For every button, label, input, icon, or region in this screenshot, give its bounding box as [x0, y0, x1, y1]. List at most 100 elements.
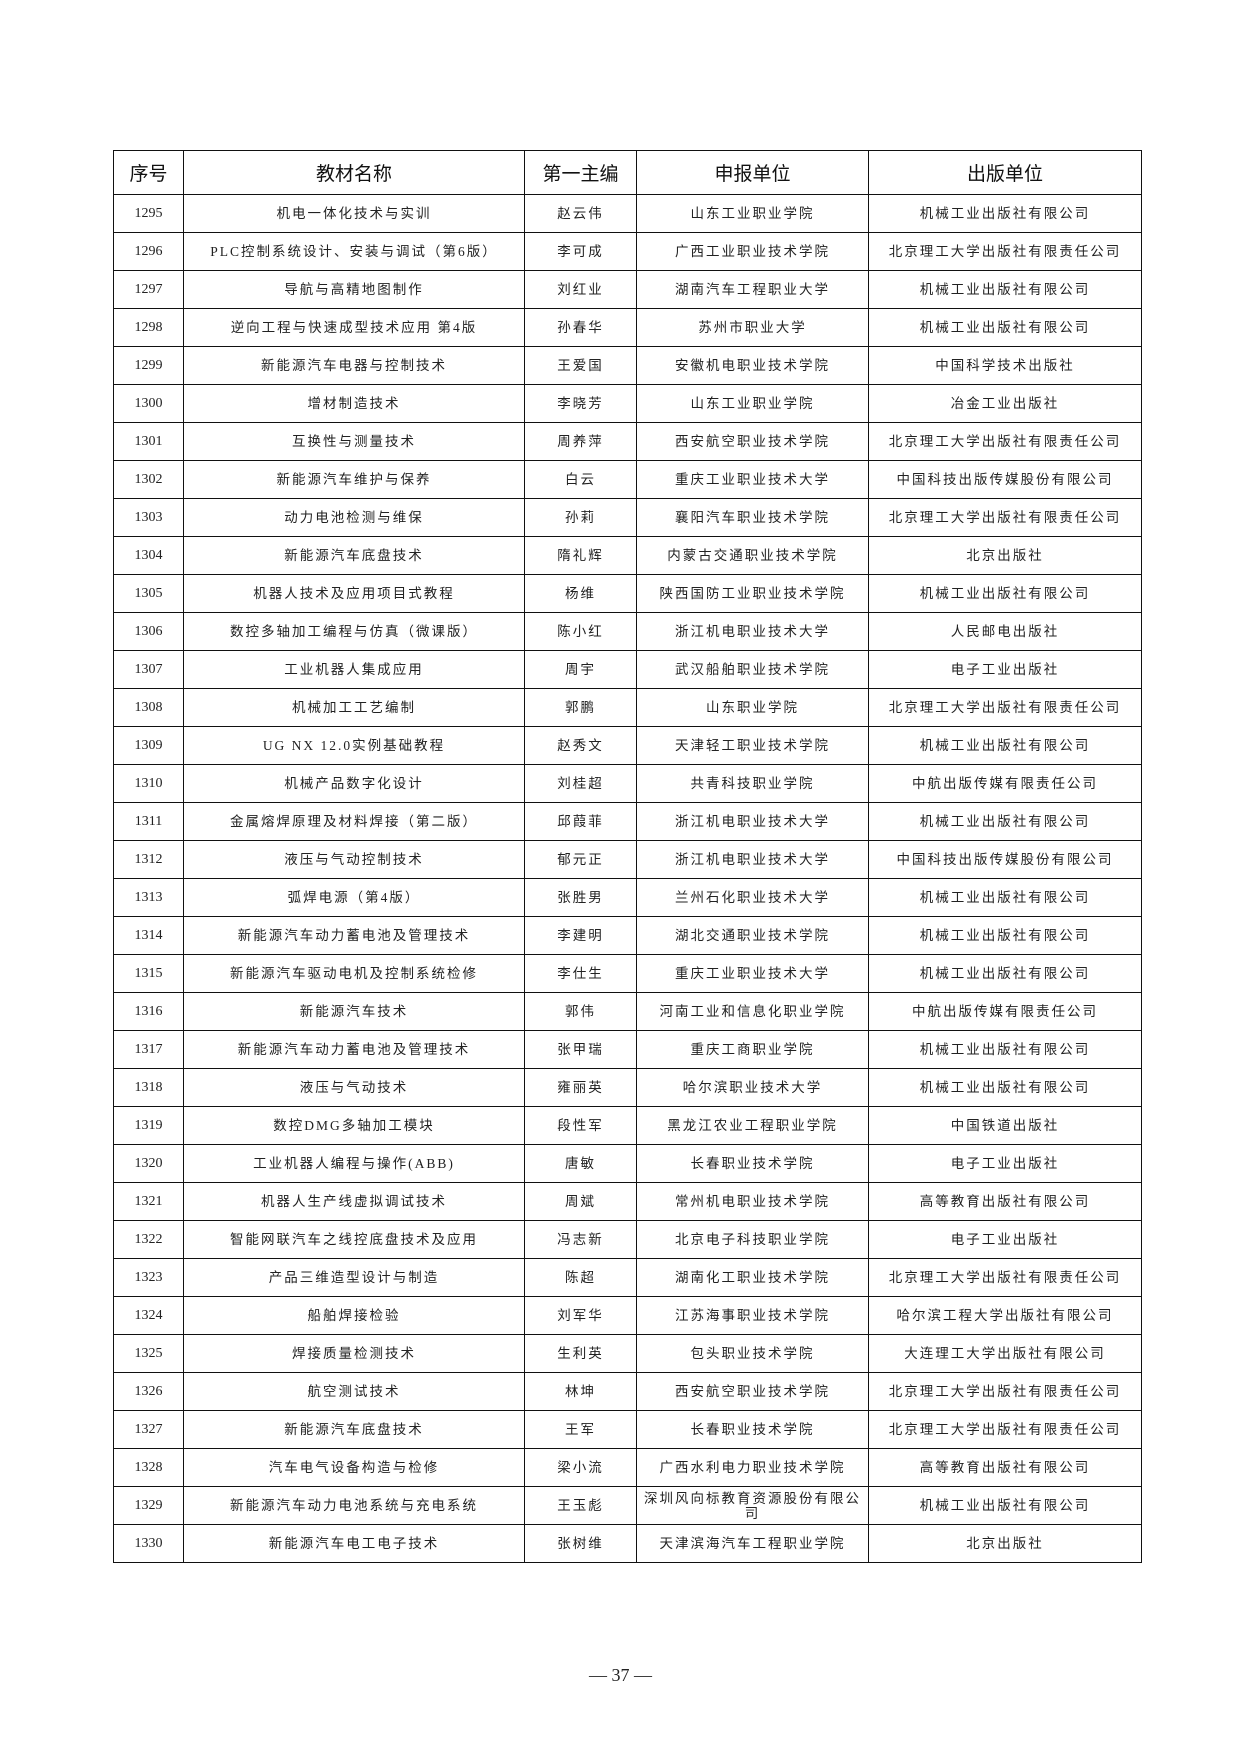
cell-title: 新能源汽车电器与控制技术: [183, 346, 525, 385]
cell-publisher: 北京出版社: [868, 536, 1142, 575]
cell-applicant: 陕西国防工业职业技术学院: [636, 574, 869, 613]
cell-applicant: 重庆工业职业技术大学: [636, 954, 869, 993]
cell-editor: 张树维: [524, 1524, 637, 1563]
table-row: 1317 新能源汽车动力蓄电池及管理技术 张甲瑞 重庆工商职业学院 机械工业出版社有限公…: [113, 1030, 1142, 1069]
textbook-table: 序号 教材名称 第一主编 申报单位 出版单位 1295 机电一体化技术与实训 赵云伟…: [113, 150, 1142, 1563]
cell-publisher: 北京理工大学出版社有限责任公司: [868, 498, 1142, 537]
cell-seq: 1329: [113, 1486, 184, 1525]
cell-publisher: 北京理工大学出版社有限责任公司: [868, 1258, 1142, 1297]
cell-seq: 1330: [113, 1524, 184, 1563]
table-header-row: 序号 教材名称 第一主编 申报单位 出版单位: [113, 150, 1142, 195]
table-row: 1319 数控DMG多轴加工模块 段性军 黑龙江农业工程职业学院 中国铁道出版社: [113, 1106, 1142, 1145]
cell-seq: 1307: [113, 650, 184, 689]
cell-seq: 1327: [113, 1410, 184, 1449]
cell-editor: 周斌: [524, 1182, 637, 1221]
cell-seq: 1298: [113, 308, 184, 347]
cell-applicant: 黑龙江农业工程职业学院: [636, 1106, 869, 1145]
cell-editor: 生利英: [524, 1334, 637, 1373]
cell-editor: 孙春华: [524, 308, 637, 347]
cell-publisher: 电子工业出版社: [868, 650, 1142, 689]
cell-title: PLC控制系统设计、安装与调试（第6版）: [183, 232, 525, 271]
cell-applicant: 武汉船舶职业技术学院: [636, 650, 869, 689]
page-number: — 37 —: [589, 1665, 652, 1685]
cell-seq: 1296: [113, 232, 184, 271]
cell-title: 新能源汽车动力蓄电池及管理技术: [183, 1030, 525, 1069]
cell-seq: 1295: [113, 194, 184, 233]
table-row: 1298 逆向工程与快速成型技术应用 第4版 孙春华 苏州市职业大学 机械工业出版社有限…: [113, 308, 1142, 347]
cell-title: 机械加工工艺编制: [183, 688, 525, 727]
cell-publisher: 机械工业出版社有限公司: [868, 194, 1142, 233]
cell-seq: 1310: [113, 764, 184, 803]
table-row: 1304 新能源汽车底盘技术 隋礼辉 内蒙古交通职业技术学院 北京出版社: [113, 536, 1142, 575]
cell-seq: 1326: [113, 1372, 184, 1411]
cell-publisher: 北京出版社: [868, 1524, 1142, 1563]
cell-title: UG NX 12.0实例基础教程: [183, 726, 525, 765]
cell-editor: 梁小流: [524, 1448, 637, 1487]
cell-seq: 1309: [113, 726, 184, 765]
cell-applicant: 天津轻工职业技术学院: [636, 726, 869, 765]
cell-applicant: 北京电子科技职业学院: [636, 1220, 869, 1259]
cell-editor: 刘红业: [524, 270, 637, 309]
cell-publisher: 高等教育出版社有限公司: [868, 1182, 1142, 1221]
cell-title: 新能源汽车底盘技术: [183, 536, 525, 575]
cell-applicant: 广西水利电力职业技术学院: [636, 1448, 869, 1487]
cell-title: 机电一体化技术与实训: [183, 194, 525, 233]
cell-title: 数控DMG多轴加工模块: [183, 1106, 525, 1145]
cell-editor: 李仕生: [524, 954, 637, 993]
table-row: 1316 新能源汽车技术 郭伟 河南工业和信息化职业学院 中航出版传媒有限责任公司: [113, 992, 1142, 1031]
cell-seq: 1325: [113, 1334, 184, 1373]
table-row: 1311 金属熔焊原理及材料焊接（第二版） 邱葭菲 浙江机电职业技术大学 机械工业出版社…: [113, 802, 1142, 841]
cell-seq: 1315: [113, 954, 184, 993]
cell-title: 产品三维造型设计与制造: [183, 1258, 525, 1297]
table-row: 1305 机器人技术及应用项目式教程 杨维 陕西国防工业职业技术学院 机械工业出版社有限…: [113, 574, 1142, 613]
cell-title: 导航与高精地图制作: [183, 270, 525, 309]
table-row: 1315 新能源汽车驱动电机及控制系统检修 李仕生 重庆工业职业技术大学 机械工业出版社…: [113, 954, 1142, 993]
cell-title: 新能源汽车电工电子技术: [183, 1524, 525, 1563]
cell-applicant: 湖南化工职业技术学院: [636, 1258, 869, 1297]
cell-seq: 1305: [113, 574, 184, 613]
cell-editor: 张胜男: [524, 878, 637, 917]
cell-editor: 郁元正: [524, 840, 637, 879]
cell-seq: 1312: [113, 840, 184, 879]
cell-applicant: 兰州石化职业技术大学: [636, 878, 869, 917]
table-row: 1322 智能网联汽车之线控底盘技术及应用 冯志新 北京电子科技职业学院 电子工业出版社: [113, 1220, 1142, 1259]
cell-applicant: 河南工业和信息化职业学院: [636, 992, 869, 1031]
cell-publisher: 机械工业出版社有限公司: [868, 878, 1142, 917]
cell-seq: 1300: [113, 384, 184, 423]
cell-editor: 冯志新: [524, 1220, 637, 1259]
cell-seq: 1318: [113, 1068, 184, 1107]
cell-title: 新能源汽车底盘技术: [183, 1410, 525, 1449]
table-row: 1310 机械产品数字化设计 刘桂超 共青科技职业学院 中航出版传媒有限责任公司: [113, 764, 1142, 803]
table-row: 1307 工业机器人集成应用 周宇 武汉船舶职业技术学院 电子工业出版社: [113, 650, 1142, 689]
cell-applicant: 湖南汽车工程职业大学: [636, 270, 869, 309]
table-row: 1326 航空测试技术 林坤 西安航空职业技术学院 北京理工大学出版社有限责任公司: [113, 1372, 1142, 1411]
cell-applicant: 苏州市职业大学: [636, 308, 869, 347]
cell-publisher: 机械工业出版社有限公司: [868, 954, 1142, 993]
header-editor: 第一主编: [524, 150, 637, 195]
cell-seq: 1301: [113, 422, 184, 461]
cell-seq: 1322: [113, 1220, 184, 1259]
table-row: 1329 新能源汽车动力电池系统与充电系统 王玉彪 深圳风向标教育资源股份有限公司 机械…: [113, 1486, 1142, 1525]
cell-title: 液压与气动技术: [183, 1068, 525, 1107]
cell-applicant: 天津滨海汽车工程职业学院: [636, 1524, 869, 1563]
cell-applicant: 西安航空职业技术学院: [636, 422, 869, 461]
cell-editor: 张甲瑞: [524, 1030, 637, 1069]
cell-title: 新能源汽车动力电池系统与充电系统: [183, 1486, 525, 1525]
cell-publisher: 中国铁道出版社: [868, 1106, 1142, 1145]
cell-applicant: 包头职业技术学院: [636, 1334, 869, 1373]
cell-applicant: 山东工业职业学院: [636, 194, 869, 233]
cell-title: 逆向工程与快速成型技术应用 第4版: [183, 308, 525, 347]
cell-seq: 1302: [113, 460, 184, 499]
cell-publisher: 机械工业出版社有限公司: [868, 574, 1142, 613]
cell-seq: 1311: [113, 802, 184, 841]
cell-publisher: 大连理工大学出版社有限公司: [868, 1334, 1142, 1373]
table-row: 1313 弧焊电源（第4版） 张胜男 兰州石化职业技术大学 机械工业出版社有限公司: [113, 878, 1142, 917]
cell-title: 工业机器人集成应用: [183, 650, 525, 689]
cell-applicant: 湖北交通职业技术学院: [636, 916, 869, 955]
table-row: 1312 液压与气动控制技术 郁元正 浙江机电职业技术大学 中国科技出版传媒股份有限公司: [113, 840, 1142, 879]
cell-title: 新能源汽车维护与保养: [183, 460, 525, 499]
header-title: 教材名称: [183, 150, 525, 195]
table-row: 1323 产品三维造型设计与制造 陈超 湖南化工职业技术学院 北京理工大学出版社有限责任…: [113, 1258, 1142, 1297]
table-row: 1324 船舶焊接检验 刘军华 江苏海事职业技术学院 哈尔滨工程大学出版社有限公司: [113, 1296, 1142, 1335]
cell-seq: 1320: [113, 1144, 184, 1183]
